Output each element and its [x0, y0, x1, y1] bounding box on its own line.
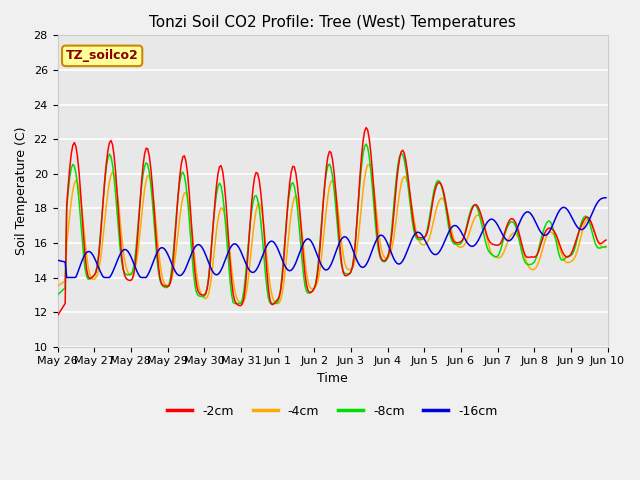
Text: TZ_soilco2: TZ_soilco2 [66, 49, 138, 62]
Y-axis label: Soil Temperature (C): Soil Temperature (C) [15, 127, 28, 255]
X-axis label: Time: Time [317, 372, 348, 385]
Legend: -2cm, -4cm, -8cm, -16cm: -2cm, -4cm, -8cm, -16cm [163, 400, 502, 423]
Title: Tonzi Soil CO2 Profile: Tree (West) Temperatures: Tonzi Soil CO2 Profile: Tree (West) Temp… [149, 15, 516, 30]
